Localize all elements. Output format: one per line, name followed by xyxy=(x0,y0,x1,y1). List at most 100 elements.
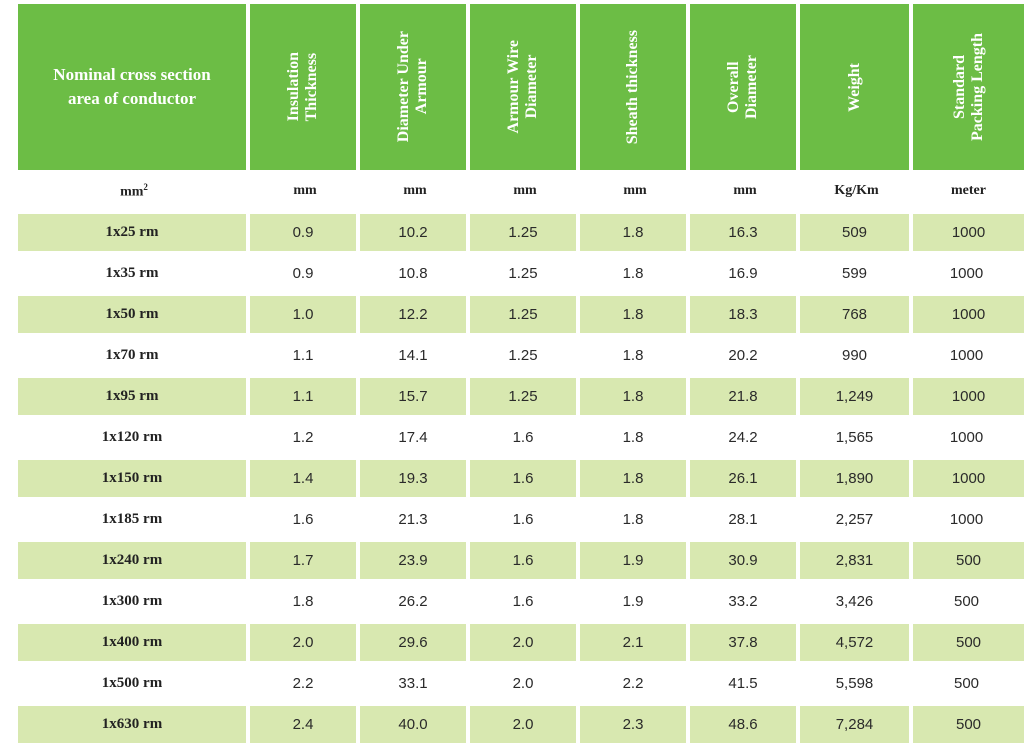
cross-section-cell: 1x120 rm xyxy=(18,417,250,458)
column-header-label: Overall Diameter xyxy=(725,55,760,119)
value-cell: 33.2 xyxy=(690,581,800,622)
unit-cell: meter xyxy=(913,170,1024,212)
cross-section-cell: 1x300 rm xyxy=(18,581,250,622)
value-cell: 1.9 xyxy=(580,581,690,622)
unit-cell: mm xyxy=(580,170,690,212)
value-cell: 1.25 xyxy=(470,294,580,335)
value-cell: 500 xyxy=(913,663,1024,704)
value-cell: 5,598 xyxy=(800,663,913,704)
value-cell: 2.0 xyxy=(250,622,360,663)
value-cell: 20.2 xyxy=(690,335,800,376)
value-cell: 1.8 xyxy=(580,499,690,540)
value-cell: 1000 xyxy=(913,294,1024,335)
cross-section-cell: 1x95 rm xyxy=(18,376,250,417)
value-cell: 1.25 xyxy=(470,335,580,376)
cross-section-cell: 1x500 rm xyxy=(18,663,250,704)
column-header-label: Standard Packing Length xyxy=(950,32,986,141)
value-cell: 2.0 xyxy=(470,663,580,704)
value-cell: 23.9 xyxy=(360,540,470,581)
value-cell: 1.8 xyxy=(580,335,690,376)
value-cell: 12.2 xyxy=(360,294,470,335)
table-row: 1x300 rm 1.8 26.2 1.6 1.9 33.2 3,426 500 xyxy=(18,581,1024,622)
column-header-2: Diameter Under Armour xyxy=(360,4,470,170)
value-cell: 1000 xyxy=(913,253,1024,294)
value-cell: 1.25 xyxy=(470,212,580,253)
value-cell: 4,572 xyxy=(800,622,913,663)
value-cell: 2.1 xyxy=(580,622,690,663)
value-cell: 1.8 xyxy=(580,417,690,458)
cross-section-cell: 1x400 rm xyxy=(18,622,250,663)
value-cell: 1.8 xyxy=(580,253,690,294)
value-cell: 1.8 xyxy=(580,376,690,417)
value-cell: 1.8 xyxy=(250,581,360,622)
table-row: 1x150 rm 1.4 19.3 1.6 1.8 26.1 1,890 1000 xyxy=(18,458,1024,499)
value-cell: 1000 xyxy=(913,417,1024,458)
cross-section-cell: 1x630 rm xyxy=(18,704,250,745)
value-cell: 1.6 xyxy=(470,499,580,540)
value-cell: 2,831 xyxy=(800,540,913,581)
table-row: 1x70 rm 1.1 14.1 1.25 1.8 20.2 990 1000 xyxy=(18,335,1024,376)
unit-cell: mm xyxy=(360,170,470,212)
value-cell: 2.2 xyxy=(250,663,360,704)
value-cell: 29.6 xyxy=(360,622,470,663)
value-cell: 24.2 xyxy=(690,417,800,458)
column-header-label: Weight xyxy=(845,62,863,112)
value-cell: 16.9 xyxy=(690,253,800,294)
unit-superscript: 2 xyxy=(143,181,148,192)
value-cell: 599 xyxy=(800,253,913,294)
header-row: Nominal cross section area of conductor I… xyxy=(18,4,1024,170)
unit-cell: mm2 xyxy=(18,170,250,212)
column-header-3: Armour Wire Diameter xyxy=(470,4,580,170)
value-cell: 1.0 xyxy=(250,294,360,335)
value-cell: 2.2 xyxy=(580,663,690,704)
value-cell: 2.0 xyxy=(470,622,580,663)
column-header-label: Nominal cross section area of conductor xyxy=(53,65,211,108)
value-cell: 1.1 xyxy=(250,335,360,376)
value-cell: 1.8 xyxy=(580,458,690,499)
unit-label: mm xyxy=(293,183,317,198)
table-row: 1x500 rm 2.2 33.1 2.0 2.2 41.5 5,598 500 xyxy=(18,663,1024,704)
value-cell: 1.6 xyxy=(470,540,580,581)
value-cell: 500 xyxy=(913,704,1024,745)
value-cell: 768 xyxy=(800,294,913,335)
unit-label: mm xyxy=(403,183,427,198)
column-header-label: Insulation Thickness xyxy=(285,52,320,122)
value-cell: 1000 xyxy=(913,499,1024,540)
unit-label: mm xyxy=(733,183,757,198)
value-cell: 30.9 xyxy=(690,540,800,581)
value-cell: 33.1 xyxy=(360,663,470,704)
table-row: 1x400 rm 2.0 29.6 2.0 2.1 37.8 4,572 500 xyxy=(18,622,1024,663)
column-header-7: Standard Packing Length xyxy=(913,4,1024,170)
value-cell: 1.8 xyxy=(580,212,690,253)
value-cell: 0.9 xyxy=(250,253,360,294)
unit-cell: mm xyxy=(690,170,800,212)
cross-section-cell: 1x150 rm xyxy=(18,458,250,499)
column-header-6: Weight xyxy=(800,4,913,170)
value-cell: 1000 xyxy=(913,212,1024,253)
value-cell: 48.6 xyxy=(690,704,800,745)
cross-section-cell: 1x25 rm xyxy=(18,212,250,253)
value-cell: 1000 xyxy=(913,458,1024,499)
unit-label: mm xyxy=(513,183,537,198)
table-row: 1x50 rm 1.0 12.2 1.25 1.8 18.3 768 1000 xyxy=(18,294,1024,335)
table-body: 1x25 rm 0.9 10.2 1.25 1.8 16.3 509 1000 1x35 rm 0… xyxy=(18,212,1024,745)
value-cell: 21.3 xyxy=(360,499,470,540)
units-row: mm2 mm mm mm mm mm Kg/Km meter xyxy=(18,170,1024,212)
table-row: 1x120 rm 1.2 17.4 1.6 1.8 24.2 1,565 1000 xyxy=(18,417,1024,458)
value-cell: 28.1 xyxy=(690,499,800,540)
unit-cell: Kg/Km xyxy=(800,170,913,212)
column-header-0: Nominal cross section area of conductor xyxy=(18,4,250,170)
value-cell: 1.6 xyxy=(470,581,580,622)
value-cell: 21.8 xyxy=(690,376,800,417)
value-cell: 17.4 xyxy=(360,417,470,458)
value-cell: 18.3 xyxy=(690,294,800,335)
cross-section-cell: 1x240 rm xyxy=(18,540,250,581)
value-cell: 19.3 xyxy=(360,458,470,499)
value-cell: 10.2 xyxy=(360,212,470,253)
value-cell: 1.4 xyxy=(250,458,360,499)
table-row: 1x185 rm 1.6 21.3 1.6 1.8 28.1 2,257 1000 xyxy=(18,499,1024,540)
unit-label: meter xyxy=(951,183,986,198)
column-header-5: Overall Diameter xyxy=(690,4,800,170)
value-cell: 41.5 xyxy=(690,663,800,704)
unit-cell: mm xyxy=(250,170,360,212)
